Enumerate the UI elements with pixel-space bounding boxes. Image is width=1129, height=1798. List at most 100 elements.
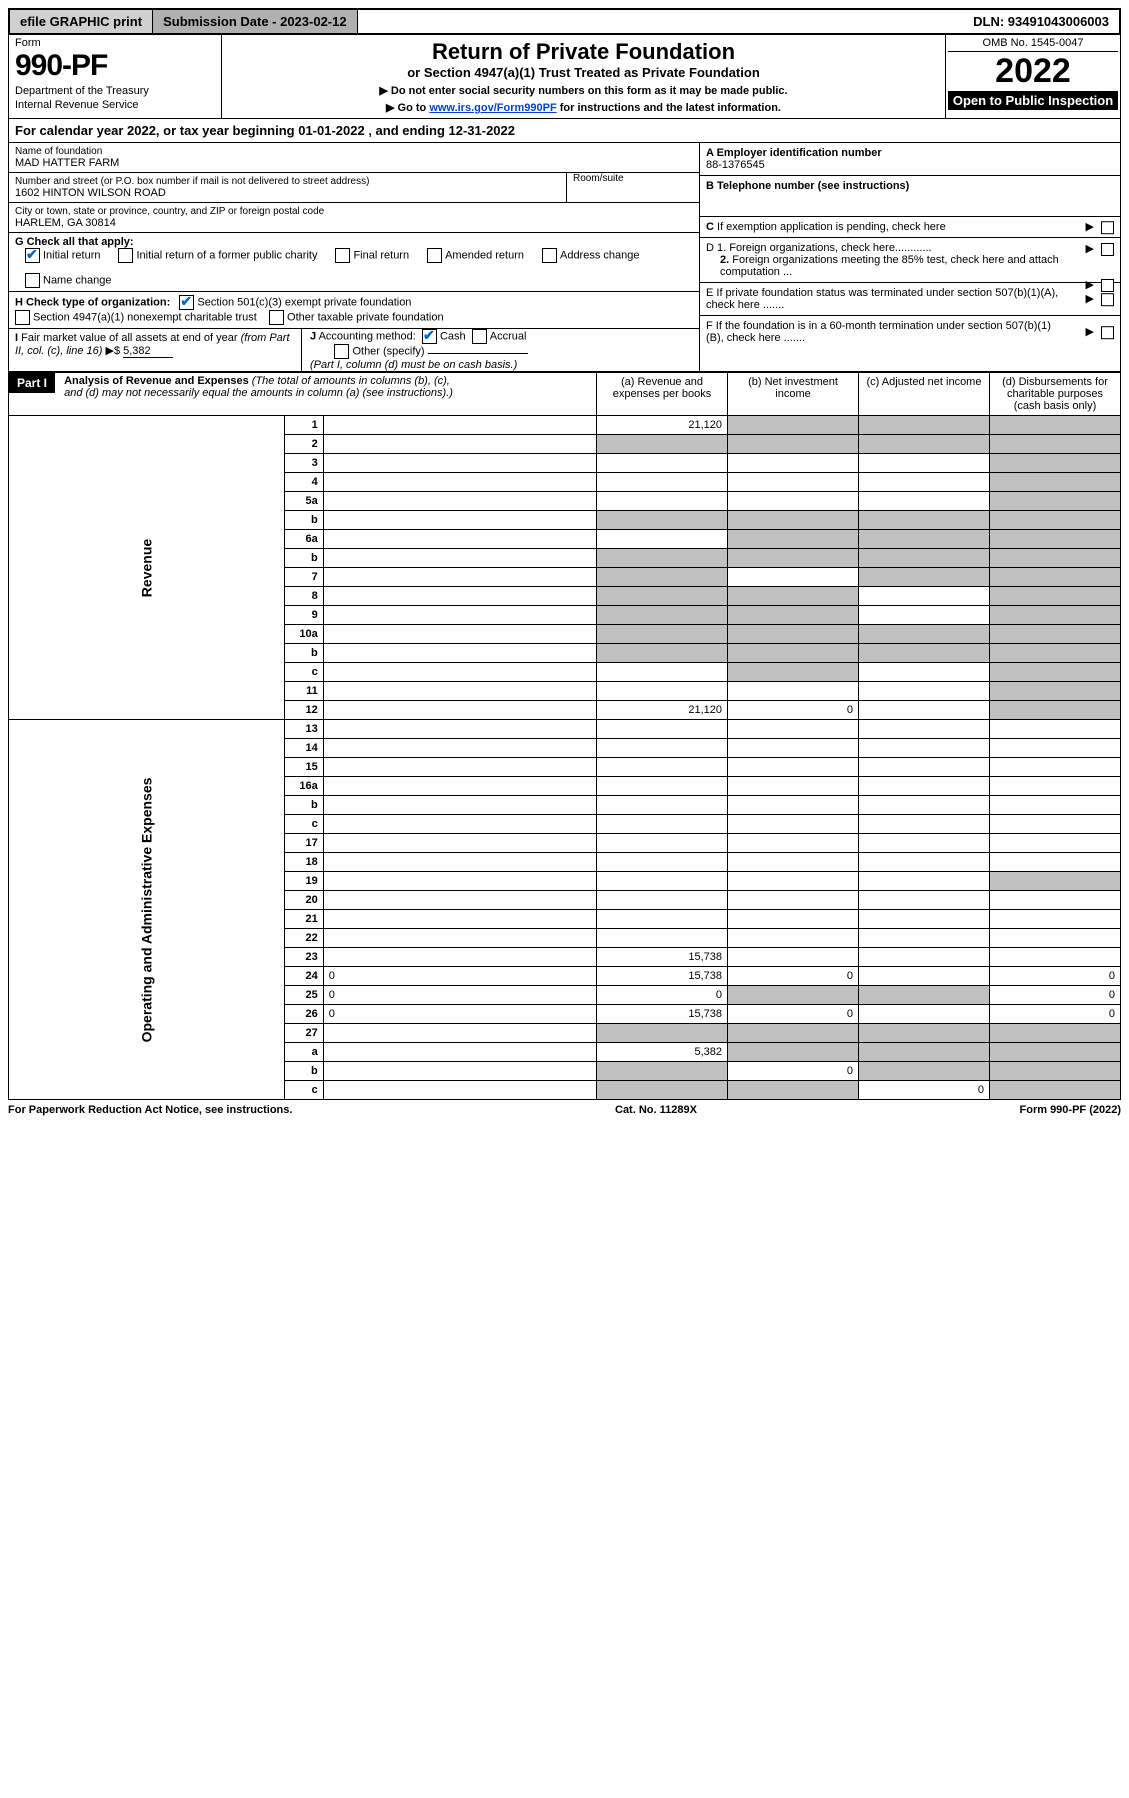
cell-c bbox=[859, 948, 990, 967]
city-label: City or town, state or province, country… bbox=[15, 206, 693, 217]
line-number: 18 bbox=[284, 853, 323, 872]
cell-a bbox=[597, 834, 728, 853]
form-subtitle: or Section 4947(a)(1) Trust Treated as P… bbox=[226, 65, 941, 80]
table-row: Operating and Administrative Expenses13 bbox=[9, 720, 1121, 739]
cell-c bbox=[859, 777, 990, 796]
cell-b bbox=[728, 625, 859, 644]
line-desc bbox=[323, 492, 596, 511]
note-link-pre: ▶ Go to bbox=[386, 102, 429, 114]
chk-f[interactable] bbox=[1101, 326, 1114, 339]
cell-c bbox=[859, 910, 990, 929]
cell-c bbox=[859, 606, 990, 625]
cell-a bbox=[597, 682, 728, 701]
cell-c bbox=[859, 625, 990, 644]
chk-address-change[interactable] bbox=[542, 248, 557, 263]
c-label: C If exemption application is pending, c… bbox=[706, 221, 946, 233]
chk-accrual[interactable] bbox=[472, 329, 487, 344]
line-desc bbox=[323, 549, 596, 568]
side-expenses: Operating and Administrative Expenses bbox=[138, 777, 154, 1042]
line-desc bbox=[323, 568, 596, 587]
cell-d bbox=[990, 492, 1121, 511]
cell-a bbox=[597, 758, 728, 777]
h-opt-1: Section 4947(a)(1) nonexempt charitable … bbox=[33, 311, 257, 323]
cell-c bbox=[859, 1024, 990, 1043]
chk-other-method[interactable] bbox=[334, 344, 349, 359]
cell-b bbox=[728, 1043, 859, 1062]
line-number: 7 bbox=[284, 568, 323, 587]
line-desc bbox=[323, 891, 596, 910]
line-desc bbox=[323, 758, 596, 777]
cell-a bbox=[597, 454, 728, 473]
street-address: 1602 HINTON WILSON ROAD bbox=[15, 187, 560, 199]
chk-other-taxable[interactable] bbox=[269, 310, 284, 325]
cell-c bbox=[859, 986, 990, 1005]
cell-a bbox=[597, 587, 728, 606]
line-desc bbox=[323, 644, 596, 663]
chk-d1[interactable] bbox=[1101, 243, 1114, 256]
cell-d bbox=[990, 606, 1121, 625]
irs-link[interactable]: www.irs.gov/Form990PF bbox=[429, 102, 556, 114]
cell-c bbox=[859, 1062, 990, 1081]
col-c-hdr: (c) Adjusted net income bbox=[859, 373, 990, 416]
j-cash: Cash bbox=[440, 330, 466, 342]
chk-4947a1[interactable] bbox=[15, 310, 30, 325]
cell-b: 0 bbox=[728, 701, 859, 720]
cell-c bbox=[859, 454, 990, 473]
chk-initial-return[interactable] bbox=[25, 248, 40, 263]
line-number: 25 bbox=[284, 986, 323, 1005]
line-number: 3 bbox=[284, 454, 323, 473]
line-number: b bbox=[284, 796, 323, 815]
cell-d bbox=[990, 644, 1121, 663]
cell-b bbox=[728, 720, 859, 739]
cell-d bbox=[990, 910, 1121, 929]
cell-b bbox=[728, 777, 859, 796]
line-desc bbox=[323, 454, 596, 473]
cell-d bbox=[990, 701, 1121, 720]
cell-c bbox=[859, 834, 990, 853]
cell-d bbox=[990, 416, 1121, 435]
chk-initial-former[interactable] bbox=[118, 248, 133, 263]
line-desc bbox=[323, 435, 596, 454]
j-accrual: Accrual bbox=[490, 330, 527, 342]
cell-d bbox=[990, 511, 1121, 530]
page-footer: For Paperwork Reduction Act Notice, see … bbox=[8, 1100, 1121, 1120]
line-desc bbox=[323, 720, 596, 739]
cell-c bbox=[859, 1043, 990, 1062]
cell-d bbox=[990, 587, 1121, 606]
cell-c bbox=[859, 644, 990, 663]
line-desc bbox=[323, 1081, 596, 1100]
cell-d: 0 bbox=[990, 967, 1121, 986]
dept-treasury: Department of the Treasury bbox=[15, 85, 215, 97]
cell-a bbox=[597, 796, 728, 815]
line-number: a bbox=[284, 1043, 323, 1062]
cell-d: 0 bbox=[990, 1005, 1121, 1024]
chk-name-change[interactable] bbox=[25, 273, 40, 288]
cell-b bbox=[728, 872, 859, 891]
d2-label: 2. Foreign organizations meeting the 85%… bbox=[706, 254, 1060, 278]
cell-b bbox=[728, 530, 859, 549]
chk-final-return[interactable] bbox=[335, 248, 350, 263]
chk-e[interactable] bbox=[1101, 293, 1114, 306]
col-a-hdr: (a) Revenue and expenses per books bbox=[597, 373, 728, 416]
cell-a bbox=[597, 853, 728, 872]
room-label: Room/suite bbox=[573, 173, 693, 184]
omb-number: OMB No. 1545-0047 bbox=[948, 37, 1118, 52]
entity-info: Name of foundation MAD HATTER FARM Numbe… bbox=[8, 143, 1121, 372]
line-number: 19 bbox=[284, 872, 323, 891]
line-desc bbox=[323, 587, 596, 606]
line-desc bbox=[323, 929, 596, 948]
d1-label: D 1. Foreign organizations, check here..… bbox=[706, 242, 932, 254]
cell-b: 0 bbox=[728, 1062, 859, 1081]
chk-cash[interactable] bbox=[422, 329, 437, 344]
name-label: Name of foundation bbox=[15, 146, 693, 157]
line-number: 1 bbox=[284, 416, 323, 435]
chk-501c3[interactable] bbox=[179, 295, 194, 310]
cell-a bbox=[597, 549, 728, 568]
chk-amended[interactable] bbox=[427, 248, 442, 263]
efile-print-btn[interactable]: efile GRAPHIC print bbox=[10, 10, 153, 33]
cell-a bbox=[597, 511, 728, 530]
chk-c[interactable] bbox=[1101, 221, 1114, 234]
g-opt-0: Initial return bbox=[43, 249, 100, 261]
cell-d bbox=[990, 948, 1121, 967]
cell-d bbox=[990, 473, 1121, 492]
